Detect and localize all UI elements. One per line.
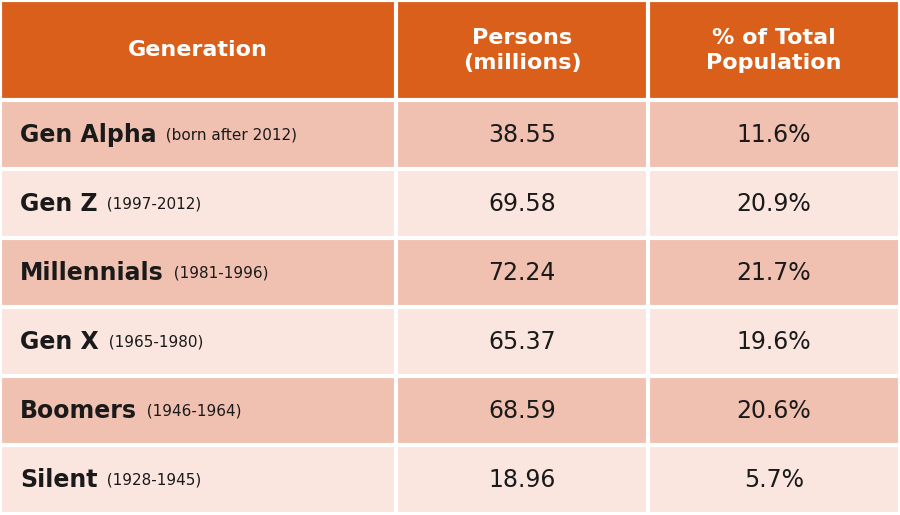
Bar [396, 0, 648, 100]
Bar [0, 238, 396, 307]
Text: Generation: Generation [128, 40, 268, 60]
Bar [648, 169, 900, 238]
Text: 69.58: 69.58 [488, 192, 556, 216]
Text: 20.6%: 20.6% [736, 399, 812, 423]
Bar [648, 307, 900, 376]
Text: 11.6%: 11.6% [737, 123, 811, 147]
Text: (1946-1964): (1946-1964) [137, 403, 241, 419]
Bar [648, 376, 900, 445]
Text: Silent: Silent [20, 468, 97, 492]
Bar [0, 307, 396, 376]
Text: 21.7%: 21.7% [737, 261, 811, 285]
Text: Gen X: Gen X [20, 330, 99, 354]
Bar [396, 238, 648, 307]
Bar [396, 169, 648, 238]
Bar [648, 238, 900, 307]
Text: 68.59: 68.59 [488, 399, 556, 423]
Bar [648, 0, 900, 100]
Bar [396, 100, 648, 169]
Bar [396, 307, 648, 376]
Text: (1981-1996): (1981-1996) [164, 265, 268, 281]
Text: 65.37: 65.37 [488, 330, 556, 354]
Text: 19.6%: 19.6% [737, 330, 811, 354]
Bar [0, 0, 396, 100]
Text: (born after 2012): (born after 2012) [157, 127, 297, 143]
Text: Gen Alpha: Gen Alpha [20, 123, 157, 147]
Text: Boomers: Boomers [20, 399, 137, 423]
Bar [396, 445, 648, 514]
Bar [396, 376, 648, 445]
Text: Gen Z: Gen Z [20, 192, 97, 216]
Text: 72.24: 72.24 [489, 261, 555, 285]
Bar [648, 445, 900, 514]
Text: 38.55: 38.55 [488, 123, 556, 147]
Text: (1997-2012): (1997-2012) [97, 196, 202, 212]
Text: 20.9%: 20.9% [736, 192, 812, 216]
Text: (1928-1945): (1928-1945) [97, 472, 202, 488]
Text: Millennials: Millennials [20, 261, 164, 285]
Text: (1965-1980): (1965-1980) [99, 334, 202, 350]
Bar [648, 100, 900, 169]
Text: 18.96: 18.96 [489, 468, 555, 492]
Text: Persons
(millions): Persons (millions) [463, 28, 581, 73]
Bar [0, 445, 396, 514]
Text: 5.7%: 5.7% [744, 468, 804, 492]
Bar [0, 100, 396, 169]
Text: % of Total
Population: % of Total Population [706, 28, 842, 73]
Bar [0, 169, 396, 238]
Bar [0, 376, 396, 445]
